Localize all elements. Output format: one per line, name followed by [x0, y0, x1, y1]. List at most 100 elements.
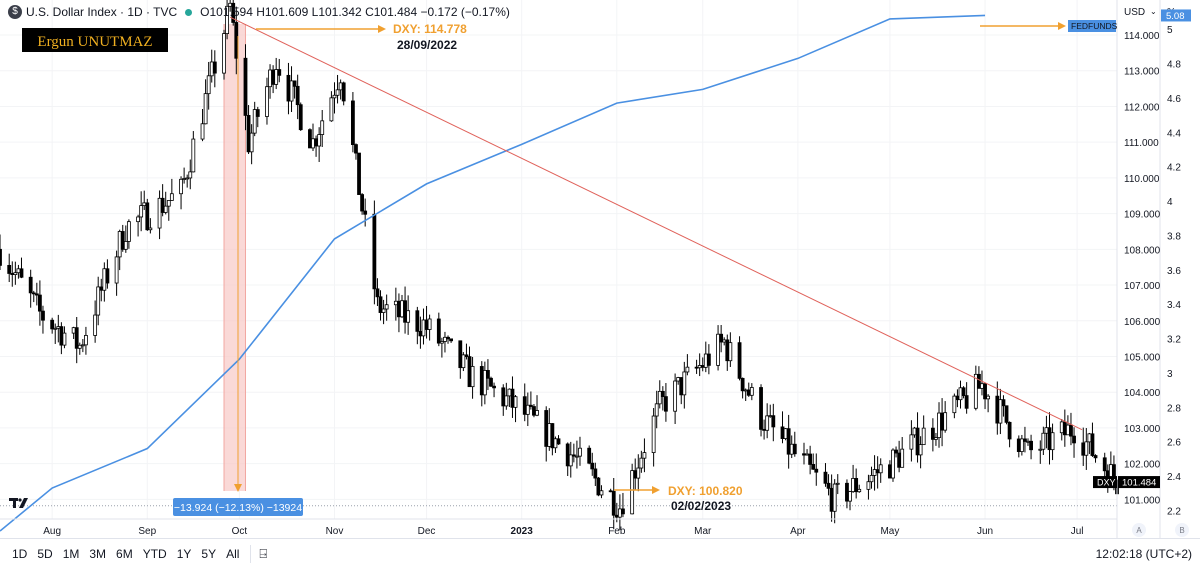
candle-body: [556, 438, 561, 445]
symbol-title[interactable]: U.S. Dollar Index · 1D · TVC: [26, 5, 178, 19]
candle-body: [1044, 427, 1049, 434]
clock: 12:02:18 (UTC+2): [1095, 546, 1192, 561]
ohlc-change: −0.172 (−0.17%): [420, 5, 510, 19]
candle-body: [805, 453, 809, 456]
candle-body: [1059, 421, 1064, 434]
candle-body: [909, 434, 914, 450]
candle-body: [1066, 424, 1070, 436]
candle-body: [1047, 427, 1052, 451]
candle-body: [973, 373, 978, 409]
candle-body: [912, 427, 917, 436]
candle-body: [544, 410, 549, 447]
candle-body: [918, 444, 923, 456]
candle-body: [1041, 432, 1046, 450]
candle-body: [700, 365, 705, 368]
time-tick-label: Aug: [43, 526, 61, 537]
range-button-1m[interactable]: 1M: [62, 546, 80, 561]
candle-body: [492, 385, 496, 389]
candle-body: [443, 336, 447, 342]
candle-body: [255, 109, 260, 117]
low-arrow: [614, 486, 660, 494]
candle-body: [571, 454, 576, 457]
time-axis: Aug Sep Oct Nov Dec 2023 Feb Mar Apr May Jun Jul: [43, 526, 1083, 537]
calendar-range-icon[interactable]: ⍈: [259, 545, 268, 561]
candle-body: [265, 86, 269, 117]
candle-body: [464, 354, 469, 358]
chart-area[interactable]: DXY: 114.778 28/09/2022 DXY: 100.820 02/…: [0, 0, 1200, 538]
dxy-label: DXY: [1097, 478, 1116, 488]
candle-body: [664, 396, 668, 412]
candle-body: [897, 452, 902, 468]
candle-body: [657, 390, 662, 405]
time-tick-label: Mar: [694, 526, 712, 537]
price-tick-label: 112.000: [1124, 102, 1160, 113]
candle-body: [461, 354, 466, 369]
range-button-3m[interactable]: 3M: [89, 546, 107, 561]
candle-body: [513, 396, 518, 408]
candle-body: [522, 396, 527, 415]
range-button-5d[interactable]: 5D: [37, 546, 53, 561]
rate-tick-label: 3.8: [1167, 231, 1181, 242]
candle-body: [964, 395, 969, 409]
candle-body: [470, 366, 475, 388]
candle-body: [786, 428, 791, 455]
candle-body: [980, 383, 984, 389]
range-button-1y[interactable]: 1Y: [176, 546, 192, 561]
candle-body: [439, 341, 444, 344]
candle-body: [510, 388, 515, 408]
range-button-1d[interactable]: 1D: [12, 546, 28, 561]
rate-tick-label: 4: [1167, 197, 1173, 208]
price-tick-label: 110.000: [1124, 174, 1160, 185]
candle-body: [384, 304, 389, 310]
candle-body: [722, 339, 727, 343]
candle-body: [940, 412, 944, 431]
candle-body: [406, 310, 411, 323]
auto-scale-button[interactable]: A: [1132, 523, 1146, 537]
candle-body: [350, 100, 355, 145]
candle-body: [934, 437, 938, 440]
candle-body: [811, 464, 816, 470]
range-buttons: 1D 5D 1M 3M 6M YTD 1Y 5Y All: [7, 547, 244, 561]
candle-body: [1050, 432, 1055, 451]
candle-body: [857, 488, 862, 493]
candle-body: [1019, 438, 1024, 452]
fedfunds-label-bg: [1068, 20, 1116, 32]
chart-header: $ U.S. Dollar Index · 1D · TVC O101.594 …: [0, 0, 510, 24]
price-axis: 101.000 102.000 103.000 104.000 105.000 106.0…: [1124, 31, 1161, 506]
currency-dropdown-icon[interactable]: ⌄: [1150, 7, 1157, 16]
b-scale-button[interactable]: B: [1175, 523, 1189, 537]
range-button-6m[interactable]: 6M: [116, 546, 133, 561]
candle-body: [231, 2, 236, 23]
svg-text:B: B: [1179, 526, 1184, 535]
candle-body: [37, 294, 42, 312]
candle-body: [166, 200, 171, 207]
candle-body: [41, 310, 45, 321]
candle-body: [335, 89, 340, 96]
candle-body: [16, 268, 21, 274]
candle-body: [759, 387, 763, 430]
range-button-ytd[interactable]: YTD: [142, 546, 167, 561]
candle-body: [225, 5, 229, 35]
range-button-all[interactable]: All: [226, 546, 240, 561]
candle-body: [136, 216, 140, 223]
candle-body: [743, 389, 748, 392]
range-button-5y[interactable]: 5Y: [201, 546, 217, 561]
candle-body: [169, 193, 174, 201]
candle-body: [363, 210, 368, 215]
candle-body: [117, 231, 122, 258]
candle-body: [617, 508, 622, 518]
fedfunds-line: [0, 14, 986, 532]
candle-body: [703, 353, 708, 368]
peak-date-label: 28/09/2022: [397, 38, 457, 52]
candle-body: [660, 390, 665, 398]
ohlc-close: C101.484: [365, 5, 418, 19]
candle-body: [706, 353, 711, 366]
rate-tick-label: 2.8: [1167, 403, 1181, 414]
candle-body: [685, 366, 690, 373]
candle-body: [1026, 440, 1030, 443]
low-date-label: 02/02/2023: [671, 499, 731, 513]
tradingview-logo: [9, 498, 28, 508]
rate-tick-label: 2.2: [1167, 506, 1181, 517]
candle-body: [1023, 438, 1027, 442]
candle-body: [869, 475, 874, 483]
